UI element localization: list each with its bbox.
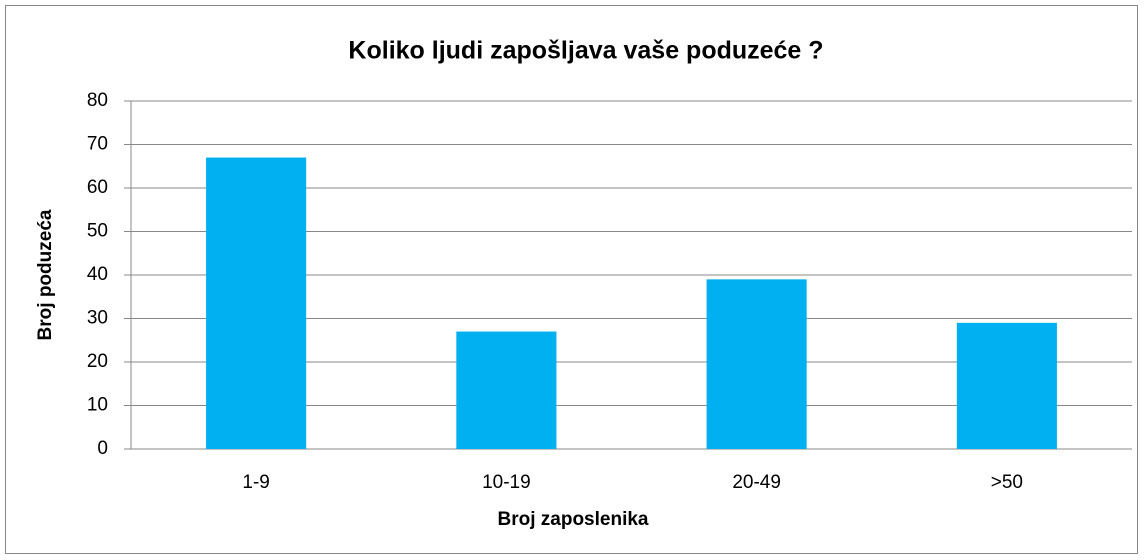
bar	[956, 322, 1057, 449]
x-tick-label: 20-49	[732, 472, 781, 493]
y-tick-label: 10	[87, 395, 108, 416]
bar	[456, 331, 557, 449]
bar	[706, 279, 807, 449]
y-tick-label: 40	[87, 264, 108, 285]
chart-border	[5, 5, 1138, 554]
y-tick-label: 20	[87, 351, 108, 372]
chart-title: Koliko ljudi zapošljava vaše poduzeće ?	[348, 37, 823, 65]
y-tick-label: 80	[87, 90, 108, 111]
x-tick-label: 1-9	[242, 472, 269, 493]
x-tick-label: >50	[991, 472, 1023, 493]
bar	[206, 157, 307, 450]
y-tick-label: 30	[87, 308, 108, 329]
y-axis-label: Broj poduzeća	[35, 209, 56, 340]
y-tick-label: 70	[87, 134, 108, 155]
x-tick-label: 10-19	[482, 472, 531, 493]
y-tick-label: 60	[87, 177, 108, 198]
x-axis-label: Broj zaposlenika	[498, 509, 649, 530]
y-tick-label: 0	[97, 438, 108, 459]
y-tick-label: 50	[87, 221, 108, 242]
